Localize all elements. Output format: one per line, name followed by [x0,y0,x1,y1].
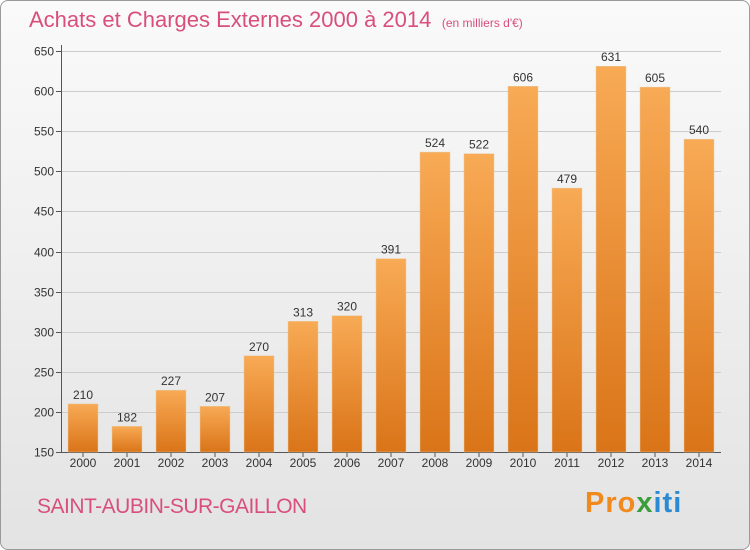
bar [375,258,407,453]
brand-part-1: Pro [585,487,637,519]
x-tick-label: 2005 [290,456,317,470]
bar [331,315,363,453]
y-tick-label: 150 [34,446,54,460]
chart-title: Achats et Charges Externes 2000 à 2014 [29,7,432,32]
bar [463,153,495,453]
bar [419,151,451,453]
x-tick-label: 2003 [202,456,229,470]
data-labels: 210 182 227 207 270 313 320 391 524 522 606 479 631 6… [73,50,709,424]
bar-value-label: 320 [337,300,357,314]
bar-value-label: 210 [73,388,93,402]
chart-unit: (en milliers d'€) [441,16,523,30]
x-tick-label: 2004 [246,456,273,470]
bar [639,86,671,453]
x-tick-label: 2001 [114,456,141,470]
y-tick-label: 200 [34,406,54,420]
bar-value-label: 606 [513,70,533,84]
bar-value-label: 207 [205,390,225,404]
bar [551,187,583,453]
bar [67,403,99,453]
bar [155,389,187,453]
y-tick-label: 600 [34,85,54,99]
axes: 150 200 250 300 350 400 450 500 550 600 650 2000 200… [34,45,721,470]
bar [595,65,627,453]
bar-value-label: 227 [161,374,181,388]
bar [111,426,143,453]
x-tick-label: 2000 [70,456,97,470]
bar [683,138,715,453]
brand-logo: Proxiti [585,487,682,520]
commune-name: SAINT-AUBIN-SUR-GAILLON [37,495,307,518]
x-tick-label: 2002 [158,456,185,470]
y-tick-label: 300 [34,326,54,340]
bar-value-label: 270 [249,340,269,354]
bar-value-label: 631 [601,50,621,64]
bar-value-label: 524 [425,136,445,150]
brand-part-2: x [636,487,654,519]
x-tick-label: 2006 [334,456,361,470]
bar [243,355,275,453]
bar-value-label: 313 [293,305,313,319]
bars [67,65,715,453]
bar [507,86,539,453]
x-tick-label: 2008 [422,456,449,470]
x-tick-label: 2011 [554,456,580,470]
bar-value-label: 540 [689,123,709,137]
x-tick-label: 2010 [510,456,537,470]
y-tick-label: 450 [34,205,54,219]
bar-value-label: 182 [117,410,137,424]
bar-value-label: 391 [381,243,401,257]
x-tick-label: 2012 [598,456,625,470]
x-tick-label: 2013 [642,456,669,470]
bar-value-label: 522 [469,138,489,152]
y-tick-label: 500 [34,165,54,179]
bar-value-label: 479 [557,172,577,186]
y-tick-label: 250 [34,366,54,380]
brand-part-3: iti [653,487,683,519]
x-tick-label: 2007 [378,456,405,470]
y-tick-label: 550 [34,125,54,139]
bar [199,406,231,453]
y-tick-label: 400 [34,246,54,260]
bar-value-label: 605 [645,71,665,85]
y-tick-label: 350 [34,286,54,300]
bar [287,321,319,453]
chart-title-block: Achats et Charges Externes 2000 à 2014 (… [29,7,523,33]
x-tick-label: 2014 [686,456,713,470]
y-tick-label: 650 [34,45,54,59]
x-tick-label: 2009 [466,456,493,470]
